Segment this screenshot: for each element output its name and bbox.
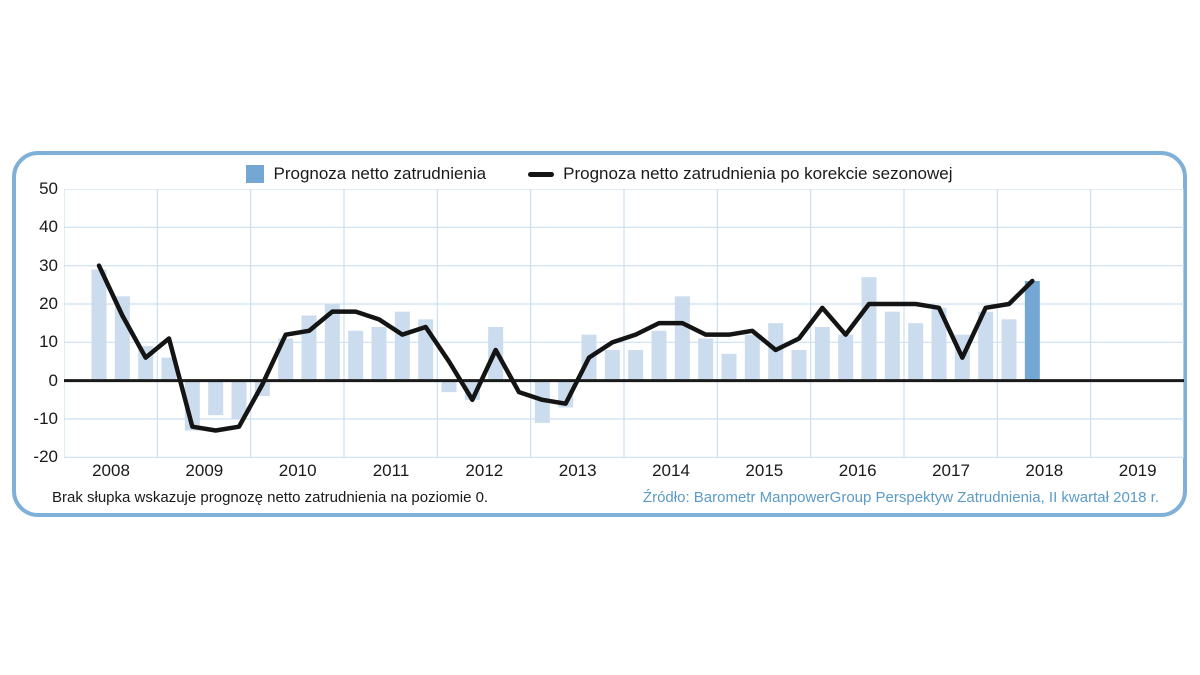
bar-2018-Q2 [1024,280,1040,381]
legend-line-label: Prognoza netto zatrudnienia po korekcie … [563,164,953,183]
legend-item-bars: Prognoza netto zatrudnienia [246,164,486,184]
bar-2013-Q4 [604,349,620,381]
plot-area [64,189,1184,458]
bar-2018-Q1 [1001,319,1017,381]
bar-2008-Q2 [91,269,107,381]
y-tick-label: 10 [39,332,58,352]
y-tick-label: 50 [39,179,58,198]
bar-2017-Q1 [908,323,924,381]
bar-2011-Q2 [371,326,387,381]
bar-2009-Q3 [208,380,224,416]
bar-2009-Q1 [161,357,177,381]
bar-2012-Q1 [441,380,457,393]
y-tick-label: 0 [48,370,58,390]
bar-2016-Q2 [838,334,854,381]
bar-2010-Q2 [278,338,294,381]
x-year-label: 2012 [465,461,504,480]
x-year-label: 2008 [92,461,130,480]
bar-2015-Q2 [744,334,760,381]
x-year-label: 2011 [372,461,410,480]
bar-2014-Q2 [651,330,667,381]
bar-2014-Q3 [674,296,690,381]
bar-2014-Q4 [698,338,714,381]
x-year-label: 2010 [278,461,317,480]
x-year-label: 2009 [185,461,224,480]
x-year-label: 2017 [932,461,970,480]
legend-bar-label: Prognoza netto zatrudnienia [273,164,487,183]
bar-2016-Q3 [861,277,877,381]
bar-2010-Q4 [324,303,340,381]
y-tick-label: 20 [39,293,58,313]
legend: Prognoza netto zatrudnienia Prognoza net… [16,164,1183,184]
y-tick-label: -20 [33,447,58,467]
x-year-label: 2013 [558,461,597,480]
x-year-label: 2016 [838,461,877,480]
source-note: Źródło: Barometr ManpowerGroup Perspekty… [642,489,1159,506]
bar-2017-Q4 [978,311,994,381]
footnote: Brak słupka wskazuje prognozę netto zatr… [52,489,489,506]
bar-2011-Q3 [394,311,410,381]
bar-2009-Q4 [231,380,247,419]
bar-2015-Q4 [791,349,807,381]
x-year-label: 2014 [652,461,690,480]
y-tick-label: 30 [39,255,58,275]
bar-2008-Q3 [114,296,130,381]
y-tick-label: -10 [33,408,58,428]
bar-2017-Q2 [931,307,947,381]
y-tick-label: 40 [39,217,58,237]
bar-2011-Q1 [348,330,364,381]
bar-2016-Q1 [814,326,830,381]
chart-container: Prognoza netto zatrudnienia Prognoza net… [12,151,1187,517]
bar-2015-Q1 [721,353,737,381]
x-year-label: 2018 [1025,461,1064,480]
x-year-label: 2019 [1118,461,1157,480]
bar-swatch-icon [246,165,265,183]
bar-2016-Q4 [884,311,900,381]
seasonal-adjusted-line [96,263,1035,433]
legend-item-line: Prognoza netto zatrudnienia po korekcie … [528,164,953,184]
line-swatch-icon [528,171,555,177]
x-year-label: 2015 [745,461,784,480]
bar-2014-Q1 [628,349,644,381]
